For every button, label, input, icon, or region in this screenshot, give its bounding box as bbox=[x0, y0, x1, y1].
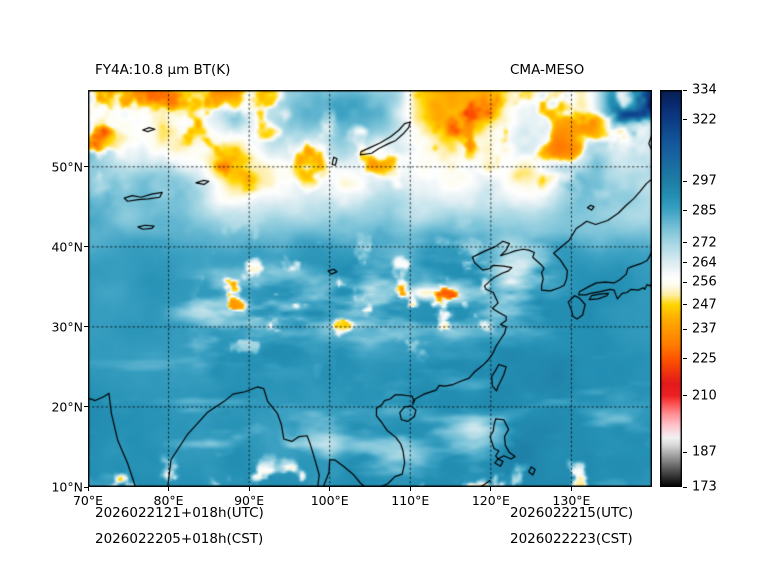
forecast-valid-utc: 2026022215(UTC) bbox=[510, 505, 634, 521]
plot-title-left: FY4A:10.8 μm BT(K) bbox=[95, 62, 231, 78]
forecast-init-utc: 2026022121+018h(UTC) bbox=[95, 505, 264, 521]
y-tick-mark bbox=[84, 246, 88, 248]
map-canvas bbox=[88, 90, 652, 487]
x-tick-mark bbox=[570, 487, 572, 491]
colorbar-tick-mark bbox=[683, 180, 687, 182]
colorbar-tick-mark bbox=[683, 89, 687, 91]
plot-title-right: CMA-MESO bbox=[510, 62, 585, 78]
x-tick-mark bbox=[409, 487, 411, 491]
colorbar-tick-mark bbox=[683, 210, 687, 212]
y-tick-label: 10°N bbox=[51, 479, 83, 495]
forecast-valid-cst: 2026022223(CST) bbox=[510, 531, 633, 547]
y-tick-mark bbox=[84, 326, 88, 328]
y-tick-label: 30°N bbox=[51, 319, 83, 335]
colorbar-tick-mark bbox=[683, 328, 687, 330]
colorbar-tick-label: 264 bbox=[692, 255, 717, 271]
colorbar-canvas bbox=[660, 90, 682, 487]
y-tick-mark bbox=[84, 166, 88, 168]
colorbar-tick-label: 297 bbox=[692, 173, 717, 189]
y-tick-mark bbox=[84, 486, 88, 488]
colorbar-tick-label: 256 bbox=[692, 274, 717, 290]
y-tick-label: 20°N bbox=[51, 399, 83, 415]
colorbar-tick-mark bbox=[683, 304, 687, 306]
colorbar-tick-mark bbox=[683, 119, 687, 121]
y-tick-label: 50°N bbox=[51, 159, 83, 175]
colorbar-tick-mark bbox=[683, 451, 687, 453]
colorbar-tick-mark bbox=[683, 281, 687, 283]
colorbar-tick-label: 187 bbox=[692, 444, 717, 460]
colorbar-tick-label: 225 bbox=[692, 351, 717, 367]
x-tick-mark bbox=[248, 487, 250, 491]
x-tick-label: 90°E bbox=[234, 493, 265, 508]
colorbar-tick-label: 210 bbox=[692, 388, 717, 404]
colorbar-tick-label: 173 bbox=[692, 479, 717, 495]
colorbar bbox=[660, 90, 682, 487]
colorbar-tick-mark bbox=[683, 486, 687, 488]
forecast-init-cst: 2026022205+018h(CST) bbox=[95, 531, 264, 547]
colorbar-tick-label: 334 bbox=[692, 82, 717, 98]
x-tick-mark bbox=[329, 487, 331, 491]
x-tick-label: 130°E bbox=[552, 493, 591, 508]
x-tick-mark bbox=[87, 487, 89, 491]
x-tick-mark bbox=[168, 487, 170, 491]
x-tick-label: 80°E bbox=[153, 493, 184, 508]
map-plot-area bbox=[88, 90, 652, 487]
colorbar-tick-mark bbox=[683, 395, 687, 397]
colorbar-tick-mark bbox=[683, 262, 687, 264]
x-tick-label: 70°E bbox=[72, 493, 104, 508]
colorbar-tick-label: 285 bbox=[692, 203, 717, 219]
colorbar-tick-mark bbox=[683, 358, 687, 360]
colorbar-tick-mark bbox=[683, 242, 687, 244]
x-tick-label: 100°E bbox=[310, 493, 349, 508]
y-tick-label: 40°N bbox=[51, 239, 83, 255]
y-tick-mark bbox=[84, 406, 88, 408]
colorbar-tick-label: 272 bbox=[692, 235, 717, 251]
x-tick-mark bbox=[490, 487, 492, 491]
x-tick-label: 120°E bbox=[471, 493, 510, 508]
x-tick-label: 110°E bbox=[391, 493, 430, 508]
colorbar-tick-label: 237 bbox=[692, 321, 717, 337]
colorbar-tick-label: 322 bbox=[692, 112, 717, 128]
colorbar-tick-label: 247 bbox=[692, 297, 717, 313]
